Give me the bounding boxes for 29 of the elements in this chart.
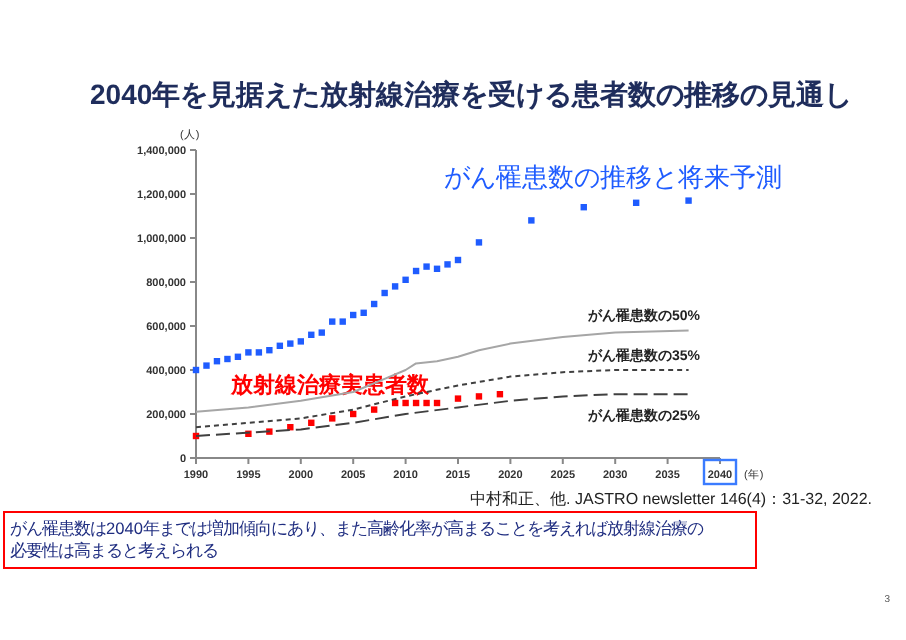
point — [444, 261, 451, 268]
point — [203, 362, 210, 369]
point — [329, 415, 336, 422]
point — [381, 289, 388, 297]
series-label: がん罹患数の推移と将来予測 — [444, 162, 782, 192]
chart-title: 2040年を見据えた放射線治療を受ける患者数の推移の見通し — [90, 78, 853, 110]
point — [318, 329, 325, 336]
point — [360, 309, 367, 316]
point — [287, 340, 294, 347]
text: 中村和正、他. JASTRO newsletter 146(4)：31-32, 2022. — [470, 490, 872, 508]
point — [245, 349, 252, 356]
point — [454, 395, 462, 402]
point — [329, 318, 336, 325]
point — [402, 399, 409, 407]
point — [255, 349, 263, 356]
point — [224, 355, 231, 363]
point — [339, 318, 346, 325]
point — [297, 338, 304, 345]
point — [423, 263, 430, 270]
point — [685, 197, 692, 204]
text: がん罹患数は2040年までは増加傾向にあり、また高齢化率が高まることを考えれば放射線治療の必要性は高まると考えられる — [10, 518, 703, 560]
point — [402, 276, 409, 283]
point — [391, 283, 399, 290]
point — [370, 406, 378, 413]
point — [266, 347, 273, 354]
point — [528, 217, 535, 224]
point — [475, 393, 483, 400]
point — [423, 399, 430, 407]
point — [475, 239, 483, 246]
